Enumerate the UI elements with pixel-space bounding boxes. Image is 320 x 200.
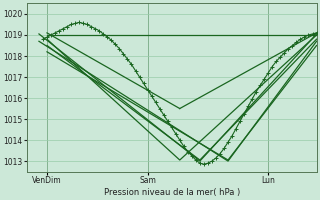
X-axis label: Pression niveau de la mer( hPa ): Pression niveau de la mer( hPa ) xyxy=(104,188,240,197)
